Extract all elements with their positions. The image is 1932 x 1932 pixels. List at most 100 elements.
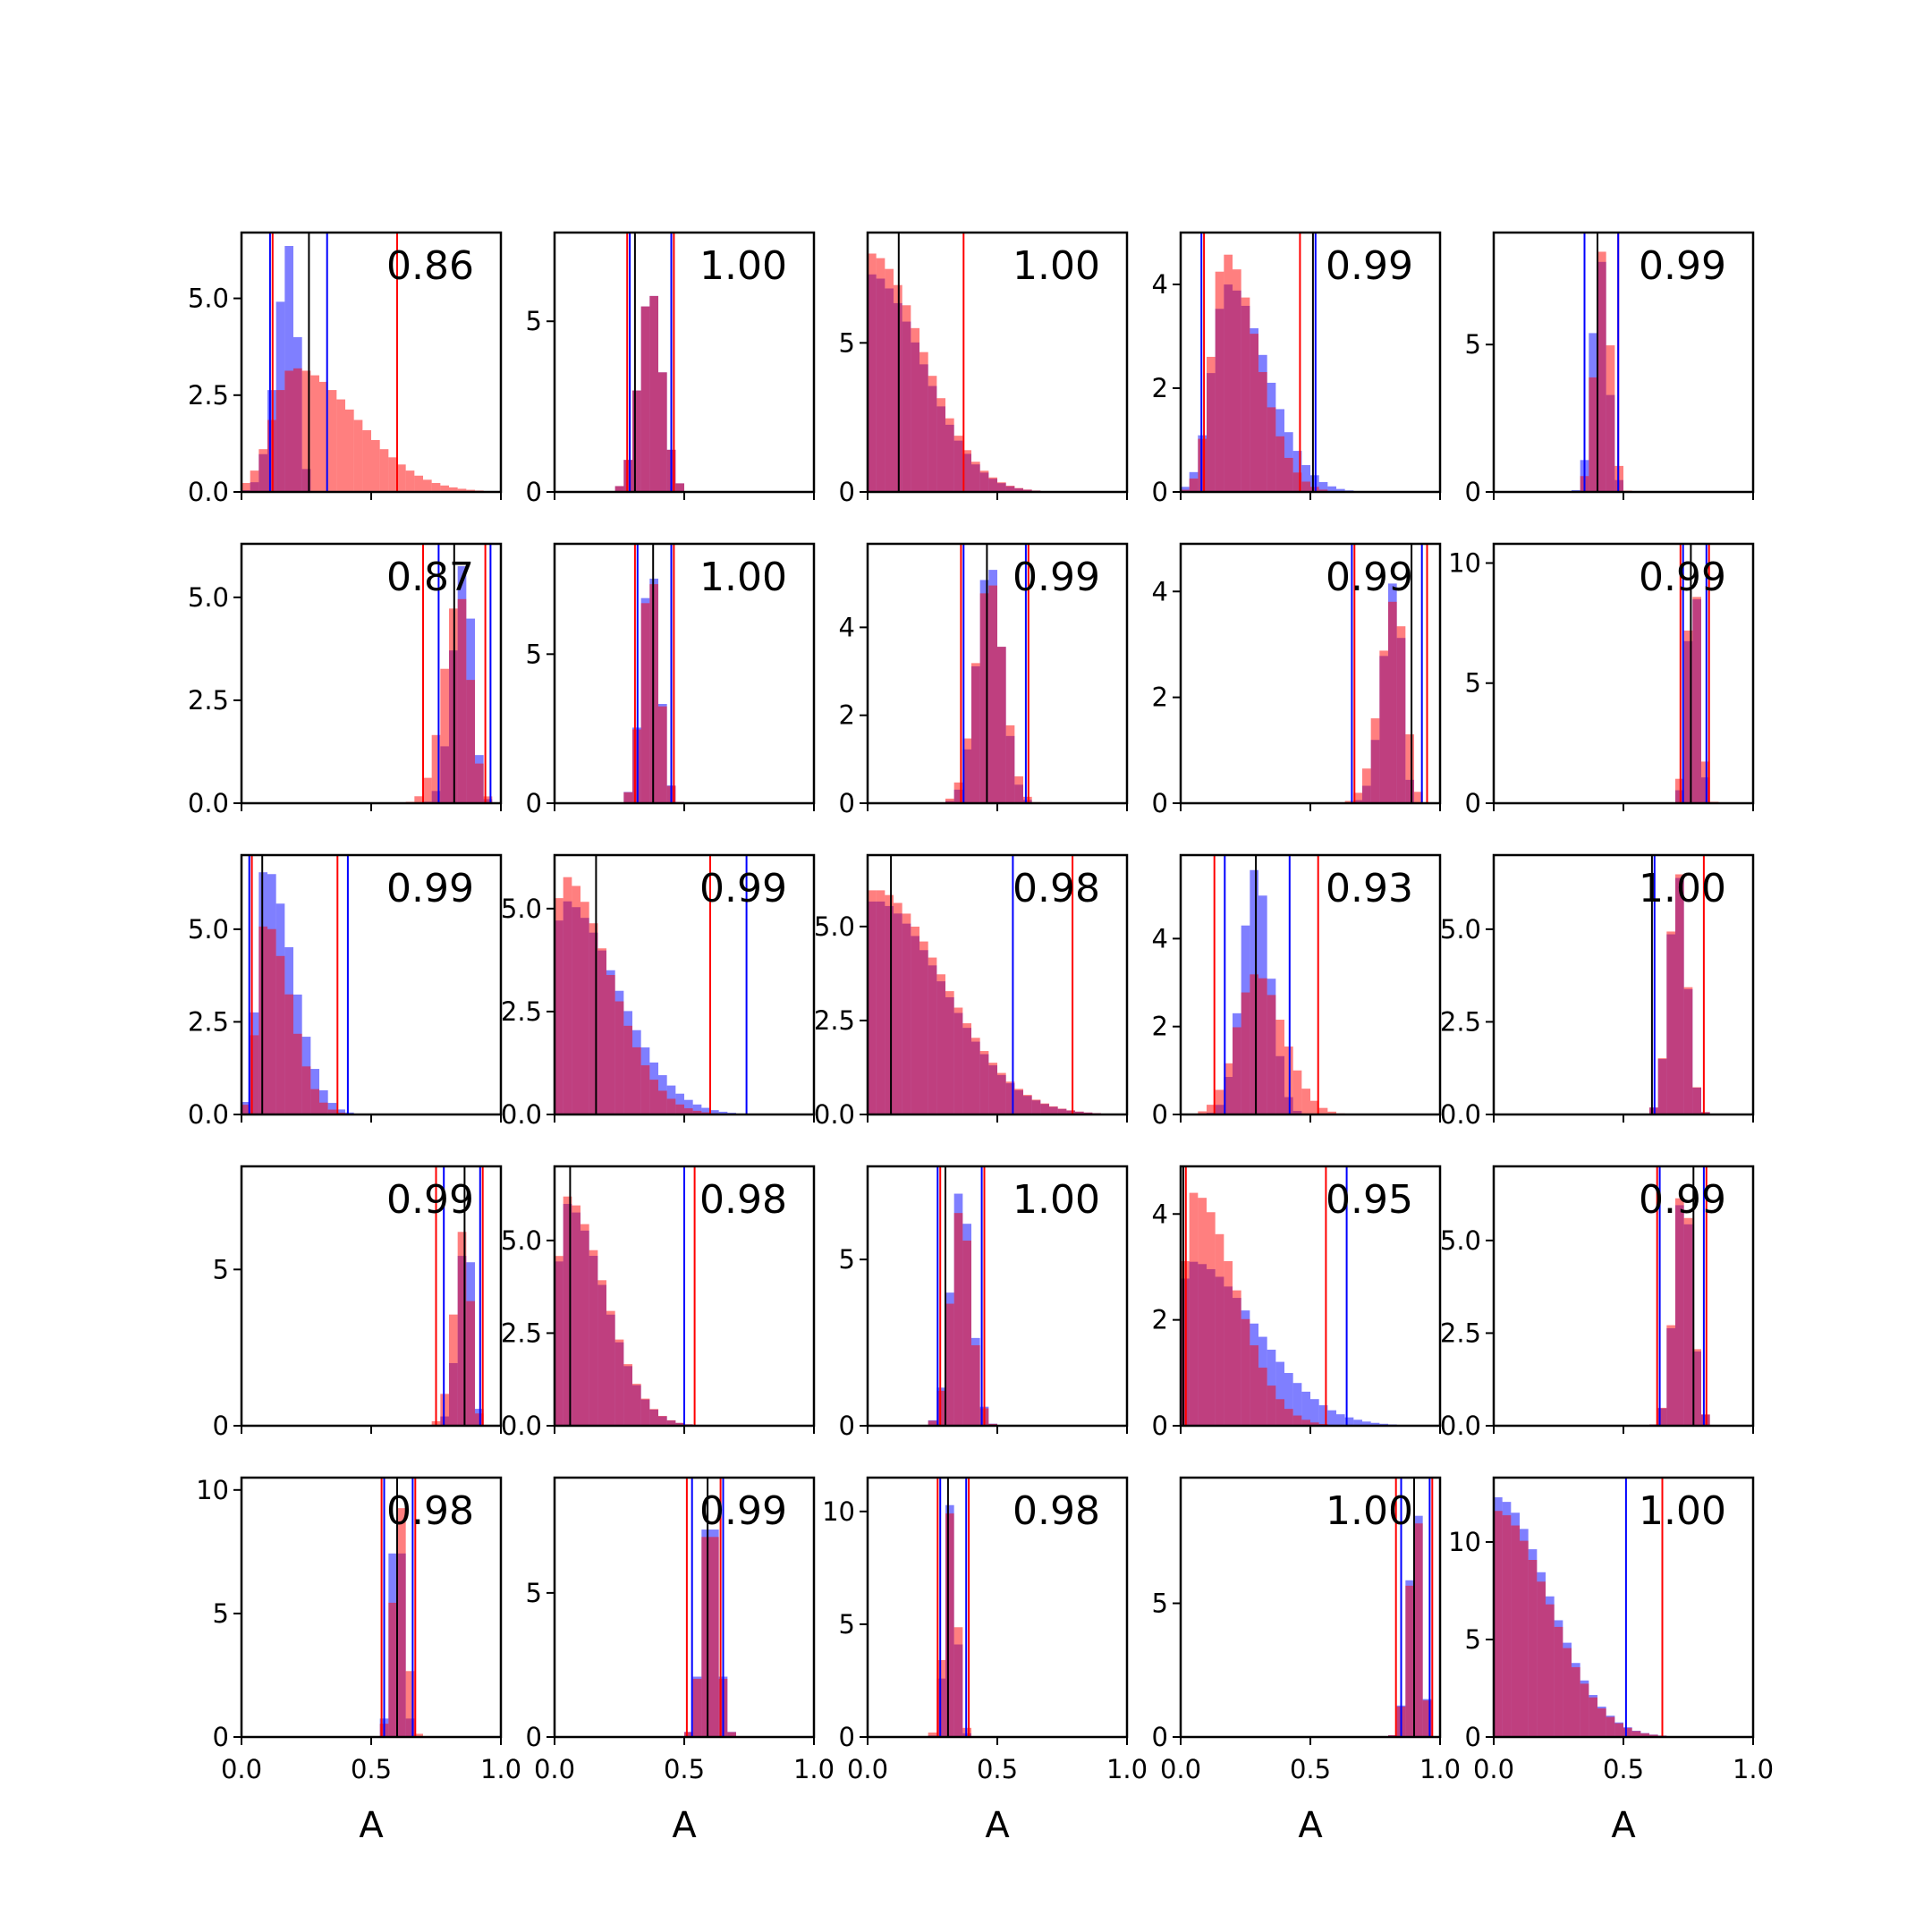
red-histogram-bar <box>1318 489 1328 492</box>
red-histogram-bar <box>353 419 363 492</box>
red-histogram-bar <box>614 1339 624 1426</box>
red-histogram-bar <box>953 1213 963 1426</box>
red-histogram-bar <box>1606 1716 1615 1737</box>
red-histogram-bar <box>555 1256 564 1426</box>
panel-annotation: 0.99 <box>1639 1177 1726 1223</box>
histogram-panel: 0 5 0.0 0.5 1.0 1.00 A <box>1152 1476 1461 1846</box>
red-histogram-bar <box>1301 481 1310 492</box>
blue-histogram-bar <box>1310 1399 1319 1426</box>
red-histogram-bar <box>1528 1560 1538 1737</box>
red-histogram-bar <box>440 485 449 492</box>
red-histogram-bar <box>962 738 971 803</box>
red-histogram-bar <box>997 1072 1006 1114</box>
red-histogram-bar <box>658 706 667 803</box>
red-histogram-bar <box>1310 1100 1319 1114</box>
red-histogram-bar <box>457 598 467 803</box>
y-tick-label: 0 <box>526 1722 542 1752</box>
red-histogram-bar <box>649 1080 658 1114</box>
y-tick-label: 5 <box>1152 1589 1168 1619</box>
histogram-panel: 0 2 4 0.99 <box>839 542 1129 818</box>
x-tick-label: 0.5 <box>977 1754 1018 1784</box>
red-histogram-bar <box>1589 377 1597 492</box>
red-histogram-bar <box>1405 733 1414 803</box>
y-tick-label: 2.5 <box>501 996 542 1027</box>
red-histogram-bar <box>414 475 423 492</box>
y-tick-label: 5.0 <box>1440 914 1481 945</box>
blue-histogram-bar <box>692 1104 702 1114</box>
x-tick-label: 0.5 <box>1603 1754 1644 1784</box>
red-histogram-bar <box>1207 356 1216 492</box>
panel-annotation: 0.99 <box>1639 243 1726 289</box>
red-histogram-bar <box>1250 974 1258 1114</box>
y-tick-label: 5 <box>1465 668 1481 699</box>
histogram-panel: 0.0 2.5 5.0 0.98 <box>814 853 1129 1130</box>
red-histogram-bar <box>640 1065 650 1114</box>
red-histogram-bar <box>1224 1063 1233 1114</box>
panel-annotation: 0.93 <box>1326 866 1413 911</box>
red-histogram-bar <box>423 777 432 803</box>
blue-histogram-bar <box>336 1109 345 1114</box>
y-tick-label: 0 <box>1465 1722 1481 1752</box>
y-tick-label: 2 <box>839 700 855 731</box>
blue-histogram-bar <box>684 1099 693 1114</box>
histogram-panel: 050.99 <box>1465 231 1755 507</box>
red-histogram-bar <box>1207 1105 1216 1114</box>
red-histogram-bar <box>623 792 632 803</box>
red-histogram-bar <box>397 1508 406 1737</box>
y-tick-label: 5.0 <box>1440 1225 1481 1256</box>
red-histogram-bar <box>1692 597 1701 803</box>
red-histogram-bar <box>1344 801 1354 803</box>
x-tick-label: 1.0 <box>480 1754 521 1784</box>
red-histogram-bar <box>928 376 937 492</box>
red-histogram-bar <box>606 975 615 1114</box>
red-histogram-bar <box>1267 407 1276 492</box>
red-histogram-bar <box>1241 297 1250 492</box>
red-histogram-bar <box>242 482 250 492</box>
x-axis-label: A <box>1298 1805 1323 1846</box>
x-axis-label: A <box>672 1805 697 1846</box>
red-histogram-bar <box>692 1678 702 1737</box>
y-tick-label: 5 <box>839 1609 855 1640</box>
blue-histogram-bar <box>1292 1383 1302 1426</box>
red-histogram-bar <box>1675 874 1684 1114</box>
panel-annotation: 0.98 <box>1013 866 1100 911</box>
histogram-panel: 051.00 <box>526 542 816 818</box>
y-tick-label: 2.5 <box>1440 1006 1481 1037</box>
red-histogram-bar <box>936 398 945 492</box>
x-tick-label: 0.5 <box>351 1754 392 1784</box>
y-tick-label: 5 <box>839 1244 855 1275</box>
panel-annotation: 0.99 <box>1326 243 1413 289</box>
red-histogram-bar <box>555 898 564 1114</box>
red-histogram-bar <box>979 1051 989 1114</box>
red-histogram-bar <box>379 449 389 492</box>
y-tick-label: 5 <box>1465 329 1481 360</box>
y-tick-label: 0.0 <box>501 1411 542 1441</box>
red-histogram-bar <box>1414 792 1423 803</box>
red-histogram-bar <box>1207 1212 1216 1426</box>
red-histogram-bar <box>1631 1731 1641 1737</box>
red-histogram-bar <box>1301 1419 1310 1426</box>
red-histogram-bar <box>1275 1020 1284 1114</box>
red-histogram-bar <box>623 1364 632 1426</box>
blue-histogram-bar <box>1362 1421 1371 1426</box>
y-tick-label: 0.0 <box>814 1099 855 1130</box>
red-histogram-bar <box>1640 1733 1649 1737</box>
red-histogram-bar <box>928 1420 937 1426</box>
red-histogram-bar <box>1075 1111 1084 1114</box>
red-histogram-bar <box>1701 1112 1710 1114</box>
red-histogram-bar <box>675 483 684 492</box>
red-histogram-bar <box>1189 479 1199 492</box>
red-histogram-bar <box>1014 487 1023 492</box>
red-histogram-bar <box>1623 1727 1632 1737</box>
red-histogram-bar <box>414 1733 423 1737</box>
red-histogram-bar <box>1692 1087 1701 1114</box>
red-histogram-bar <box>1614 1723 1623 1737</box>
red-histogram-bar <box>483 796 493 803</box>
histogram-panel: 0 5 10 0.0 0.5 1.0 1.00 A <box>1448 1476 1774 1846</box>
red-histogram-bar <box>1005 1081 1015 1114</box>
x-tick-label: 0.5 <box>664 1754 705 1784</box>
red-histogram-bar <box>1198 1111 1207 1114</box>
red-histogram-bar <box>971 1038 980 1114</box>
red-histogram-bar <box>563 1196 572 1426</box>
panel-annotation: 0.99 <box>1639 555 1726 600</box>
